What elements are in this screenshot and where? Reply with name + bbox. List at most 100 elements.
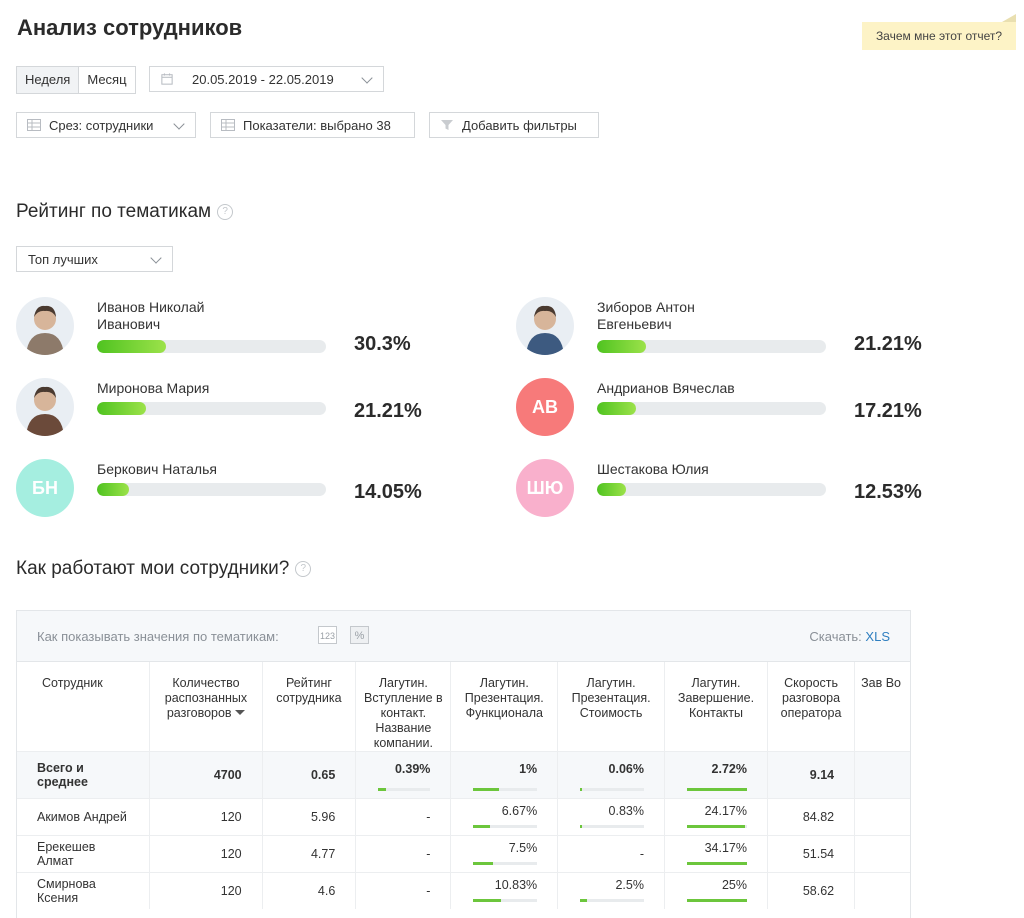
column-header-topic-1[interactable]: Лагутин. Вступление в контакт. Название … <box>355 662 452 752</box>
download-xls-link[interactable]: XLS <box>865 629 890 644</box>
topic-cell: - <box>557 835 665 873</box>
empty-cell <box>854 798 910 836</box>
help-icon[interactable]: ? <box>217 204 234 220</box>
topic-value: 1% <box>519 762 538 776</box>
topic-value: 10.83% <box>494 878 538 892</box>
period-week-button[interactable]: Неделя <box>17 67 80 93</box>
column-header-count[interactable]: Количество распознанных разговоров <box>149 662 263 752</box>
value-bar-fill <box>686 825 746 828</box>
column-header-employee[interactable]: Сотрудник <box>17 662 151 752</box>
value-bar-fill <box>580 899 587 902</box>
download-area: Скачать: XLS <box>809 629 890 644</box>
value-bar <box>580 788 644 791</box>
topic-value: 0.06% <box>608 762 644 776</box>
value-bar <box>686 862 747 865</box>
value-bar <box>473 825 538 828</box>
value-bar-fill <box>473 788 499 791</box>
help-note-button[interactable]: Зачем мне этот отчет? <box>862 14 1016 50</box>
avatar-initials: АВ <box>532 396 558 417</box>
rating-item: ШЮ Шестакова Юлия 12.53% <box>516 459 956 519</box>
value-bar-fill <box>473 862 493 865</box>
employee-name[interactable]: Шестакова Юлия <box>597 461 709 477</box>
column-header-topic-4[interactable]: Лагутин. Завершение. Контакты <box>664 662 769 752</box>
rating-cell: 4.6 <box>262 872 357 909</box>
rating-cell: 5.96 <box>262 798 357 836</box>
metrics-button-label: Показатели: выбрано 38 <box>243 117 391 133</box>
rating-bar <box>597 483 826 496</box>
topic-cell: - <box>355 798 452 836</box>
employee-name[interactable]: Зиборов Антон Евгеньевич <box>597 299 695 332</box>
employee-name[interactable]: Беркович Наталья <box>97 461 217 477</box>
table-row[interactable]: Ерекешев Алмат 120 4.77 - 7.5% - 34.17% 51.54 <box>17 835 910 873</box>
chevron-down-icon <box>173 117 185 130</box>
avatar-photo <box>26 386 64 436</box>
employee-name-cell[interactable]: Смирнова Ксения <box>17 872 151 909</box>
topic-value: - <box>426 810 431 824</box>
rating-bar <box>97 402 326 415</box>
topic-value: 24.17% <box>704 804 747 818</box>
speed-cell: 58.62 <box>767 872 856 909</box>
chevron-down-icon <box>361 71 373 84</box>
speed-cell: 51.54 <box>767 835 856 873</box>
grid-icon <box>27 119 41 131</box>
employees-table: Сотрудник Количество распознанных разгов… <box>17 662 910 909</box>
column-header-topic-3[interactable]: Лагутин. Презентация. Стоимость <box>557 662 665 752</box>
topic-cell: 10.83% <box>450 872 559 909</box>
rating-cell: 0.65 <box>262 751 357 799</box>
show-values-label: Как показывать значения по тематикам: <box>37 629 279 644</box>
topic-cell: 34.17% <box>664 835 769 873</box>
slice-select[interactable]: Срез: сотрудники <box>16 112 196 138</box>
speed-cell: 84.82 <box>767 798 856 836</box>
employee-name[interactable]: Иванов Николай Иванович <box>97 299 205 332</box>
metrics-button[interactable]: Показатели: выбрано 38 <box>210 112 415 138</box>
mode-percent-toggle[interactable]: % <box>350 626 369 644</box>
rating-percent: 17.21% <box>854 400 922 422</box>
rating-item: Зиборов Антон Евгеньевич 21.21% <box>516 297 956 357</box>
count-cell: 120 <box>149 835 263 873</box>
topic-cell: 24.17% <box>664 798 769 836</box>
avatar: ШЮ <box>516 459 574 517</box>
add-filters-label: Добавить фильтры <box>462 117 577 133</box>
rating-bar <box>597 402 826 415</box>
help-icon[interactable]: ? <box>295 561 312 577</box>
employee-name-cell[interactable]: Ерекешев Алмат <box>17 835 151 873</box>
value-bar <box>473 788 538 791</box>
period-month-button[interactable]: Месяц <box>87 72 127 87</box>
employee-name-cell[interactable]: Акимов Андрей <box>17 798 151 836</box>
topic-value: 0.39% <box>394 762 431 776</box>
count-cell: 4700 <box>149 751 263 799</box>
filter-icon <box>441 120 453 130</box>
value-bar <box>580 825 644 828</box>
column-header-speed[interactable]: Скорость разговора оператора <box>767 662 856 752</box>
date-range-picker[interactable]: 20.05.2019 - 22.05.2019 <box>149 66 384 92</box>
mode-number-toggle[interactable]: 123 <box>318 626 337 644</box>
column-header-topic-2[interactable]: Лагутин. Презентация. Функционала <box>450 662 559 752</box>
avatar: БН <box>16 459 74 517</box>
topic-value: - <box>426 847 431 861</box>
calendar-icon <box>161 73 173 85</box>
table-row[interactable]: Смирнова Ксения 120 4.6 - 10.83% 2.5% 25% 58.… <box>17 872 910 909</box>
employee-name[interactable]: Миронова Мария <box>97 380 210 396</box>
topic-cell: 2.5% <box>557 872 665 909</box>
value-bar <box>580 899 644 902</box>
topic-value: 25% <box>721 878 747 892</box>
rating-bar-fill <box>97 402 146 415</box>
column-header-topic-5[interactable]: Зав Во <box>861 676 902 690</box>
avatar: АВ <box>516 378 574 436</box>
column-header-rating[interactable]: Рейтинг сотрудника <box>262 662 357 752</box>
employees-table-panel: Как показывать значения по тематикам: 12… <box>16 610 911 918</box>
value-bar <box>473 862 538 865</box>
rating-bar-fill <box>597 402 637 415</box>
value-bar-fill <box>686 862 747 865</box>
add-filters-button[interactable]: Добавить фильтры <box>429 112 599 138</box>
table-row[interactable]: Акимов Андрей 120 5.96 - 6.67% 0.83% 24.17% 8… <box>17 798 910 836</box>
rating-percent: 12.53% <box>854 481 922 503</box>
rating-top-select[interactable]: Топ лучших <box>16 246 173 272</box>
empty-cell <box>854 872 910 909</box>
chevron-down-icon <box>150 251 162 264</box>
rating-bar <box>97 340 326 353</box>
employee-name[interactable]: Андрианов Вячеслав <box>597 380 735 396</box>
topic-cell: - <box>355 872 452 909</box>
download-label: Скачать: <box>809 629 862 644</box>
topic-cell: 7.5% <box>450 835 559 873</box>
